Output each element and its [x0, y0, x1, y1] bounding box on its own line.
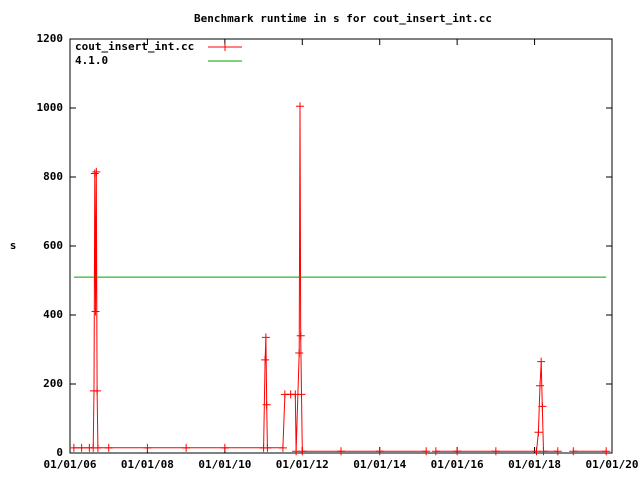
point-marker [296, 331, 305, 340]
x-tick-label: 01/01/12 [276, 458, 329, 471]
point-marker [182, 443, 191, 452]
point-marker [295, 348, 304, 357]
point-marker [263, 443, 272, 452]
plot-frame [69, 38, 613, 454]
point-marker [538, 402, 547, 411]
y-tick-label: 1200 [37, 32, 64, 45]
y-tick-label: 800 [43, 170, 63, 183]
point-marker [92, 167, 101, 176]
point-marker [431, 447, 440, 456]
point-marker [262, 400, 271, 409]
point-marker [375, 447, 384, 456]
legend-marker [221, 43, 229, 51]
point-marker [337, 447, 345, 456]
point-marker [93, 443, 102, 452]
point-marker [453, 447, 462, 456]
point-marker [534, 428, 543, 437]
point-marker [220, 443, 229, 452]
point-marker [143, 443, 152, 452]
x-tick-label: 01/01/14 [353, 458, 406, 471]
point-marker [93, 386, 102, 395]
y-tick-label: 1000 [37, 101, 64, 114]
point-marker [69, 443, 78, 452]
x-tick-label: 01/01/10 [198, 458, 251, 471]
x-tick-label: 01/01/18 [508, 458, 561, 471]
x-tick-label: 01/01/08 [121, 458, 174, 471]
point-marker [537, 357, 546, 366]
point-marker [104, 443, 113, 452]
point-marker [422, 447, 431, 456]
point-marker [90, 169, 99, 178]
x-tick-label: 01/01/16 [431, 458, 484, 471]
point-marker [91, 307, 100, 316]
point-marker [261, 333, 270, 342]
point-marker [297, 390, 306, 399]
y-tick-label: 600 [43, 239, 63, 252]
point-marker [278, 443, 287, 452]
legend-label: cout_insert_int.cc [75, 40, 194, 53]
point-marker [532, 447, 541, 456]
point-marker [553, 447, 562, 456]
x-tick-label: 01/01/06 [44, 458, 97, 471]
point-marker [569, 447, 578, 456]
point-marker [602, 447, 611, 456]
point-marker [77, 443, 86, 452]
y-tick-label: 400 [43, 308, 63, 321]
x-tick-label: 01/01/20 [586, 458, 639, 471]
point-marker [261, 355, 270, 364]
point-marker [491, 447, 500, 456]
point-marker [295, 102, 304, 111]
point-marker [535, 381, 544, 390]
legend-label: 4.1.0 [75, 54, 108, 67]
series-line [73, 106, 607, 452]
y-axis-label: s [10, 239, 17, 252]
y-tick-label: 0 [56, 446, 63, 459]
chart-title: Benchmark runtime in s for cout_insert_i… [194, 12, 492, 25]
y-tick-label: 200 [43, 377, 63, 390]
point-marker [539, 447, 548, 456]
point-marker [298, 447, 307, 456]
